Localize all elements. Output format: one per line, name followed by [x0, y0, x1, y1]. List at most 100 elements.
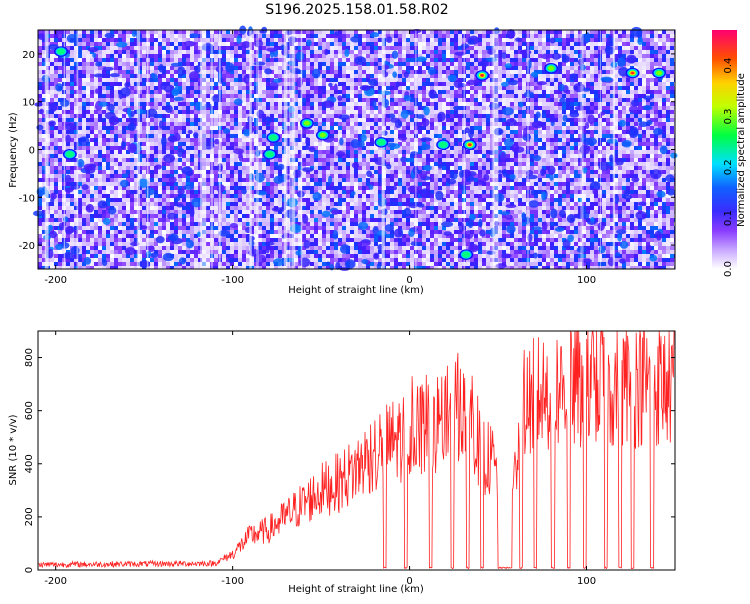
heatmap-cell	[154, 42, 158, 46]
heatmap-cell	[250, 86, 254, 90]
heatmap-cell	[106, 122, 110, 126]
heatmap-cell	[338, 62, 342, 66]
heatmap-cell	[458, 42, 462, 46]
heatmap-cell	[486, 30, 490, 34]
heatmap-cell	[326, 66, 330, 70]
heatmap-cell	[530, 118, 534, 122]
heatmap-cell	[434, 74, 438, 78]
heatmap-cell	[334, 62, 338, 66]
heatmap-cell	[314, 46, 318, 50]
heatmap-cell	[206, 62, 210, 66]
heatmap-cell	[298, 38, 302, 42]
heatmap-cell	[434, 122, 438, 126]
heatmap-cell	[670, 142, 674, 146]
heatmap-cell	[390, 86, 394, 90]
heatmap-cell	[50, 62, 54, 66]
heatmap-cell	[334, 38, 338, 42]
heatmap-cell	[334, 110, 338, 114]
heatmap-cell	[330, 78, 334, 82]
heatmap-cell	[358, 130, 362, 134]
heatmap-cell	[378, 86, 382, 90]
heatmap-cell	[618, 138, 622, 142]
heatmap-cell	[666, 86, 670, 90]
heatmap-cell	[182, 46, 186, 50]
heatmap-cell	[546, 50, 550, 54]
heatmap-cell	[422, 34, 426, 38]
heatmap-cell	[230, 74, 234, 78]
heatmap-cell	[242, 86, 246, 90]
heatmap-cell	[542, 70, 546, 74]
heatmap-cell	[206, 54, 210, 58]
heatmap-cell	[522, 142, 526, 146]
heatmap-cell	[298, 146, 302, 150]
heatmap-cell	[186, 110, 190, 114]
heatmap-cell	[54, 90, 58, 94]
heatmap-cell	[70, 94, 74, 98]
heatmap-cell	[286, 90, 290, 94]
heatmap-cell	[50, 66, 54, 70]
heatmap-cell	[486, 138, 490, 142]
heatmap-cell	[354, 42, 358, 46]
heatmap-cell	[362, 130, 366, 134]
heatmap-cell	[490, 90, 494, 94]
heatmap-cell	[402, 30, 406, 34]
heatmap-cell	[434, 150, 438, 154]
heatmap-cell	[98, 142, 102, 146]
heatmap-cell	[42, 126, 46, 130]
heatmap-cell	[538, 58, 542, 62]
heatmap-cell	[294, 78, 298, 82]
heatmap-cell	[610, 134, 614, 138]
heatmap-cell	[454, 94, 458, 98]
heatmap-cell	[566, 110, 570, 114]
heatmap-cell	[574, 70, 578, 74]
heatmap-cell	[486, 114, 490, 118]
heatmap-cell	[98, 50, 102, 54]
heatmap-cell	[106, 118, 110, 122]
heatmap-cell	[174, 82, 178, 86]
heatmap-cell	[278, 70, 282, 74]
heatmap-cell	[574, 30, 578, 34]
heatmap-cell	[114, 34, 118, 38]
heatmap-cell	[450, 42, 454, 46]
heatmap-cell	[138, 94, 142, 98]
heatmap-cell	[654, 134, 658, 138]
heatmap-cell	[318, 110, 322, 114]
heatmap-cell	[614, 134, 618, 138]
heatmap-cell	[414, 34, 418, 38]
heatmap-cell	[654, 62, 658, 66]
heatmap-cell	[350, 90, 354, 94]
heatmap-cell	[642, 46, 646, 50]
heatmap-cell	[362, 82, 366, 86]
heatmap-cell	[350, 94, 354, 98]
heatmap-cell	[274, 94, 278, 98]
heatmap-cell	[346, 102, 350, 106]
heatmap-cell	[158, 38, 162, 42]
heatmap-cell	[102, 70, 106, 74]
heatmap-cell	[358, 42, 362, 46]
heatmap-cell	[342, 146, 346, 150]
heatmap-cell	[654, 34, 658, 38]
heatmap-cell	[350, 122, 354, 126]
heatmap-cell	[118, 138, 122, 142]
heatmap-cell	[82, 42, 86, 46]
heatmap-cell	[42, 146, 46, 150]
heatmap-cell	[86, 82, 90, 86]
heatmap-cell	[134, 54, 138, 58]
heatmap-cell	[342, 74, 346, 78]
heatmap-cell	[294, 102, 298, 106]
heatmap-cell	[602, 138, 606, 142]
heatmap-cell	[566, 142, 570, 146]
heatmap-cell	[78, 106, 82, 110]
heatmap-cell	[154, 94, 158, 98]
heatmap-cell	[442, 126, 446, 130]
heatmap-cell	[318, 138, 322, 142]
heatmap-cell	[442, 90, 446, 94]
heatmap-cell	[82, 86, 86, 90]
heatmap-cell	[222, 62, 226, 66]
heatmap-cell	[666, 46, 670, 50]
heatmap-cell	[550, 42, 554, 46]
heatmap-cell	[114, 38, 118, 42]
heatmap-cell	[466, 150, 470, 154]
heatmap-cell	[486, 70, 490, 74]
heatmap-cell	[350, 54, 354, 58]
